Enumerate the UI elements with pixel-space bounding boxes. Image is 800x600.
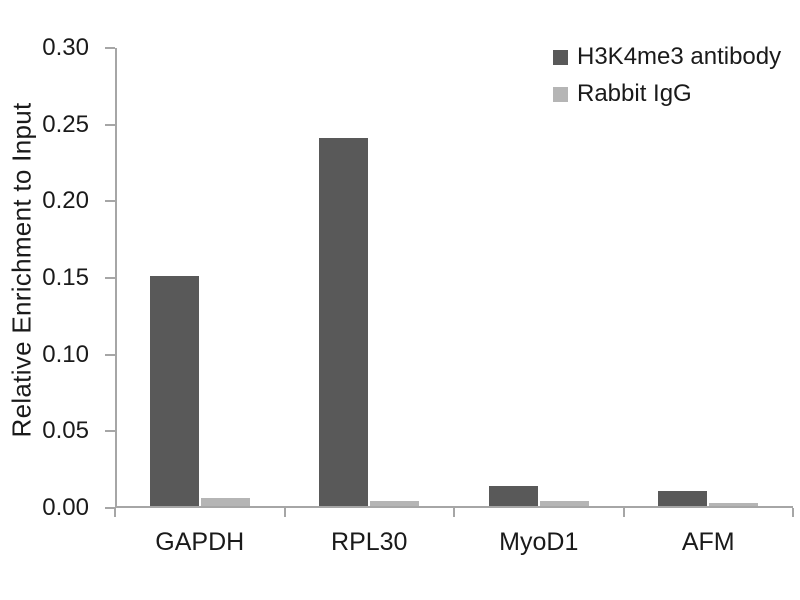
legend-row: H3K4me3 antibody bbox=[553, 43, 781, 71]
category-label: MyoD1 bbox=[499, 528, 579, 556]
bar-AFM-antibody bbox=[658, 490, 708, 506]
y-tick-label: 0.25 bbox=[42, 110, 89, 138]
y-tick-mark bbox=[105, 353, 115, 356]
category-label: RPL30 bbox=[331, 528, 408, 556]
bar-AFM-igg bbox=[709, 502, 759, 506]
bar-MyoD1-antibody bbox=[488, 486, 538, 506]
x-tick-mark bbox=[622, 508, 625, 517]
legend-label: H3K4me3 antibody bbox=[577, 43, 782, 70]
bar-MyoD1-igg bbox=[539, 501, 589, 506]
y-tick-label: 0.05 bbox=[42, 417, 89, 445]
y-tick-mark bbox=[105, 277, 115, 279]
bar-RPL30-igg bbox=[370, 501, 420, 506]
y-tick-label: 0.10 bbox=[42, 340, 89, 368]
x-tick-mark bbox=[114, 508, 116, 517]
y-tick-mark bbox=[105, 47, 115, 49]
y-tick-label: 0.15 bbox=[42, 264, 89, 291]
legend: H3K4me3 antibody Rabbit IgG bbox=[553, 43, 781, 108]
y-tick-label: 0.30 bbox=[42, 34, 89, 61]
y-tick-mark bbox=[105, 200, 115, 203]
y-tick-mark bbox=[105, 507, 115, 509]
bar-RPL30-antibody bbox=[319, 138, 369, 506]
category-label: GAPDH bbox=[155, 528, 245, 556]
y-tick-label: 0.20 bbox=[42, 187, 89, 215]
y-tick-label: 0.00 bbox=[42, 494, 89, 521]
plot-area bbox=[115, 48, 793, 508]
category-label: AFM bbox=[681, 528, 735, 556]
legend-swatch-icon bbox=[553, 86, 568, 102]
bar-GAPDH-antibody bbox=[149, 276, 199, 506]
y-tick-mark bbox=[105, 430, 115, 433]
legend-swatch-icon bbox=[553, 49, 568, 65]
legend-label: Rabbit IgG bbox=[577, 80, 692, 107]
x-tick-mark bbox=[283, 508, 286, 517]
legend-row: Rabbit IgG bbox=[553, 80, 781, 108]
x-tick-mark bbox=[453, 508, 455, 517]
x-tick-mark bbox=[792, 508, 794, 517]
y-tick-mark bbox=[105, 123, 115, 126]
bar-GAPDH-igg bbox=[200, 498, 250, 506]
